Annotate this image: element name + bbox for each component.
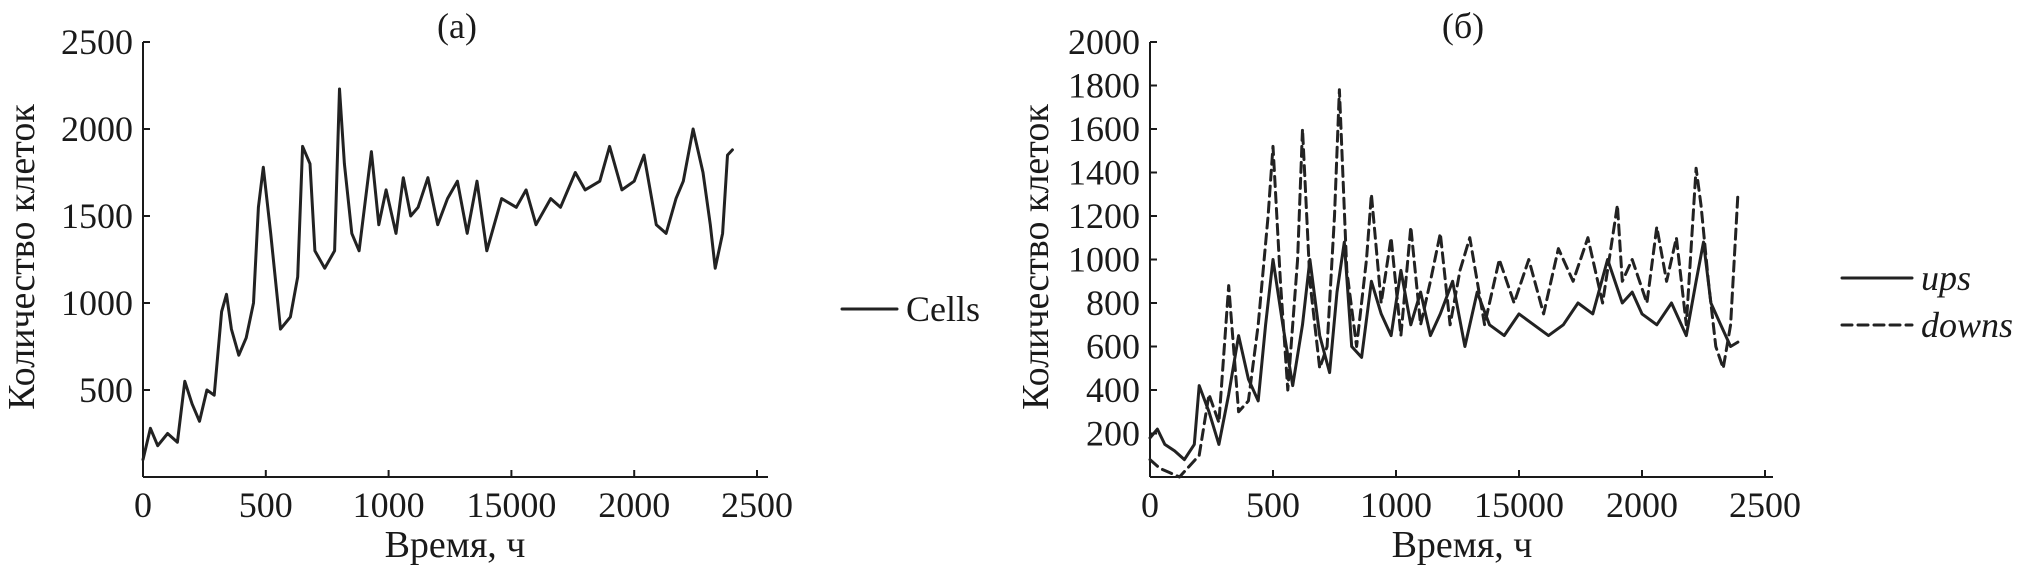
panel-b-y-tick-label: 400 [1086,370,1140,410]
panel-a-axes [142,42,768,478]
series-line-downs [1148,88,1740,479]
panel-a-x-tick-label: 500 [239,485,293,525]
panel-a-x-tick-label: 1000 [353,485,425,525]
panel-b-ticks: 0 500 1000 15000 2000 25002004006008001000120… [1068,22,1801,525]
panel-b-x-tick-label: 1000 [1360,485,1432,525]
panel-a-x-tick-label: 2000 [598,485,670,525]
panel-a-legend: Cells [840,289,980,329]
panel-b-x-tick-label: 15000 [1474,485,1564,525]
panel-b-x-tick-label: 0 [1141,485,1159,525]
legend-label-ups: ups [1921,258,1971,298]
panel-a-x-tick-label: 15000 [466,485,556,525]
panel-a-y-tick-label: 1000 [61,283,133,323]
panel-b-y-tick-label: 200 [1086,414,1140,454]
panel-b-x-tick-label: 500 [1246,485,1300,525]
panel-a-y-tick-label: 2000 [61,109,133,149]
panel-a-ticks: 0 500 1000 15000 2000 2500 500 1000 1500 2000 2500 [61,22,793,525]
panel-b-y-tick-label: 1400 [1068,153,1140,193]
panel-b-y-tick-label: 1200 [1068,196,1140,236]
panel-b-y-tick-label: 600 [1086,327,1140,367]
panel-b-y-tick-label: 800 [1086,283,1140,323]
panel-b-y-tick-label: 1800 [1068,66,1140,106]
legend-label-cells: Cells [906,289,980,329]
panel-b-plot [1148,88,1740,479]
panel-b-title: (б) [1442,6,1484,46]
panel-b-legend: ups downs [1840,258,2013,345]
panel-b-x-label: Время, ч [1392,524,1533,566]
panel-a-x-tick-label: 2500 [721,485,793,525]
panel-b-y-label: Количество клеток [1015,104,1057,410]
series-line-ups [1148,240,1740,462]
panel-a-title: (а) [437,6,477,46]
panel-b-y-tick-label: 2000 [1068,22,1140,62]
legend-label-downs: downs [1921,305,2013,345]
series-line-cells [141,87,734,462]
panel-a-y-tick-label: 2500 [61,22,133,62]
panel-a: (а) 0 500 1000 15000 2000 2500 500 1000 1500 2000… [1,6,980,566]
panel-b-x-tick-label: 2500 [1729,485,1801,525]
panel-b: (б) 0 500 1000 15000 2000 2500200400600800100… [1015,6,2013,566]
panel-a-plot [141,87,734,462]
panel-b-y-tick-label: 1000 [1068,240,1140,280]
panel-b-y-tick-label: 1600 [1068,109,1140,149]
panel-a-x-tick-label: 0 [134,485,152,525]
panel-b-x-tick-label: 2000 [1606,485,1678,525]
panel-a-x-label: Время, ч [385,524,526,566]
panel-a-y-tick-label: 500 [79,370,133,410]
panel-a-y-tick-label: 1500 [61,196,133,236]
panel-a-y-label: Количество клеток [1,104,43,410]
